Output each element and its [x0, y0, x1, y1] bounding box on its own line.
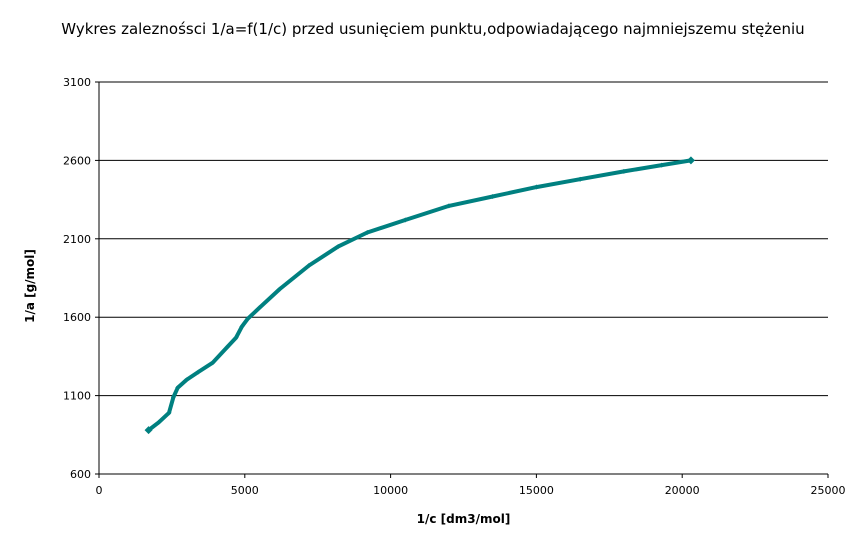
- data-point: [446, 203, 452, 209]
- x-tick-label: 25000: [811, 484, 846, 497]
- data-point: [183, 377, 189, 383]
- data-point: [335, 244, 341, 250]
- data-point: [402, 217, 408, 223]
- data-point: [170, 394, 176, 400]
- data-point: [224, 344, 230, 350]
- x-axis-label: 1/c [dm3/mol]: [416, 512, 511, 526]
- y-tick-label: 2600: [63, 154, 91, 167]
- x-tick-label: 15000: [519, 484, 554, 497]
- data-point: [686, 156, 695, 165]
- x-tick-label: 10000: [373, 484, 408, 497]
- x-tick-label: 0: [96, 484, 103, 497]
- data-point: [144, 426, 153, 435]
- x-tick-label: 5000: [231, 484, 259, 497]
- data-point: [490, 193, 496, 199]
- y-tick-label: 2100: [63, 233, 91, 246]
- data-point: [306, 262, 312, 268]
- data-point: [166, 410, 172, 416]
- data-point: [245, 316, 251, 322]
- data-point: [210, 360, 216, 366]
- data-point: [175, 385, 181, 391]
- y-tick-label: 3100: [63, 76, 91, 89]
- y-tick-label: 1100: [63, 390, 91, 403]
- data-point: [156, 419, 162, 425]
- chart-title: Wykres zaleznośsci 1/a=f(1/c) przed usun…: [61, 20, 805, 38]
- data-point: [533, 184, 539, 190]
- data-point: [364, 230, 370, 236]
- data-point: [577, 176, 583, 182]
- data-point: [659, 162, 665, 168]
- x-tick-label: 20000: [665, 484, 700, 497]
- data-point: [621, 168, 627, 174]
- data-point: [195, 369, 201, 375]
- y-tick-label: 600: [70, 468, 91, 481]
- y-tick-label: 1600: [63, 311, 91, 324]
- data-point: [233, 335, 239, 341]
- data-point: [239, 324, 245, 330]
- data-point: [277, 286, 283, 292]
- y-axis-label: 1/a [g/mol]: [23, 249, 37, 323]
- data-point: [256, 305, 262, 311]
- series-line: [146, 158, 693, 433]
